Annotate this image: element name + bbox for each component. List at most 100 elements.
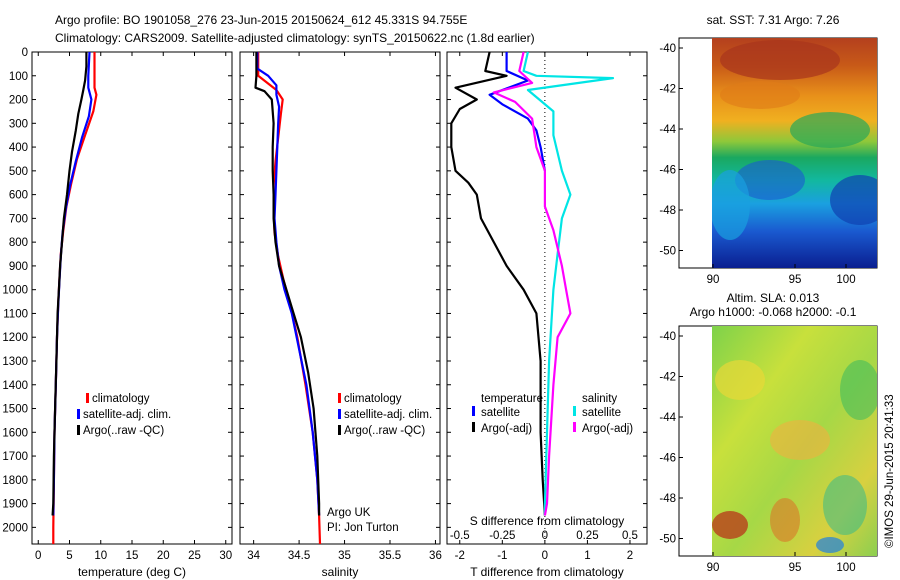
map-y-tick-label: -44 <box>659 412 676 424</box>
y-tick-label: 1600 <box>2 427 28 439</box>
map-x-tick-label: 100 <box>836 274 855 286</box>
profile-plots: 0100200300400500600700800900100011001200… <box>2 47 647 562</box>
y-tick-label: 1000 <box>2 285 28 297</box>
difference-xlabel: T difference from climatology <box>470 565 624 579</box>
series-line-argo-raw-qc <box>254 52 321 516</box>
y-tick-label: 300 <box>9 118 28 130</box>
x-tick-label: 0 <box>35 550 41 562</box>
map-x-tick-label: 90 <box>707 274 720 286</box>
map-y-tick-label: -48 <box>659 493 676 505</box>
map-y-tick-label: -44 <box>659 124 676 136</box>
legend-swatch-s-satellite <box>573 406 576 416</box>
difference-panel <box>446 51 648 545</box>
y-tick-label: 400 <box>9 142 28 154</box>
sst-warm-patch <box>720 40 840 80</box>
legend-title-temperature: temperature <box>481 393 543 405</box>
series-line-salinity-satellite <box>522 51 615 516</box>
x-tick-label: -2 <box>455 550 465 562</box>
legend-swatch-climatology <box>338 393 341 403</box>
legend-label: Argo(..raw -QC) <box>83 425 164 437</box>
y-tick-label: 800 <box>9 237 28 249</box>
map-y-tick-label: -50 <box>659 534 676 546</box>
y-tick-label: 200 <box>9 95 28 107</box>
y-tick-label: 600 <box>9 190 28 202</box>
series-line-satellite-adj-clim <box>256 52 321 516</box>
x-tick-label: 36 <box>429 550 442 562</box>
legend-swatch-argo <box>77 425 80 435</box>
map-y-tick-label: -48 <box>659 205 676 217</box>
series-line-temperature-argo-adj <box>450 51 546 516</box>
legend-label: climatology <box>344 393 402 405</box>
legend-swatch-satellite <box>338 409 341 419</box>
sla-map-subtitle: Argo h1000: -0.068 h2000: -0.1 <box>690 305 857 319</box>
map-x-tick-label: 90 <box>707 562 720 574</box>
y-tick-label: 100 <box>9 71 28 83</box>
x-tick-label: 34.5 <box>288 550 310 562</box>
y-tick-label: 900 <box>9 261 28 273</box>
x-tick-label: 35 <box>338 550 351 562</box>
map-y-tick-label: -42 <box>659 84 676 96</box>
x-tick-label: 2 <box>627 550 633 562</box>
sla-patch <box>816 537 844 553</box>
legend-label: Argo(-adj) <box>481 423 532 435</box>
sst-warm-patch <box>720 81 800 109</box>
x-tick-label: 1 <box>584 550 590 562</box>
legend-label: Argo(-adj) <box>582 423 633 435</box>
x-tick-label: 34 <box>247 550 260 562</box>
legend-swatch-t-argo <box>472 422 475 432</box>
sla-patch <box>712 511 748 539</box>
argo-credit: Argo UK <box>327 507 371 519</box>
y-tick-label: 1800 <box>2 475 28 487</box>
salinity-panel <box>239 51 441 545</box>
salinity-legend: climatology satellite-adj. clim. Argo(..… <box>338 393 432 437</box>
x-tick-label: 30 <box>219 550 232 562</box>
s-tick-label: 0.5 <box>622 530 638 542</box>
sst-map-title: sat. SST: 7.31 Argo: 7.26 <box>707 13 840 27</box>
s-difference-label: S difference from climatology <box>470 514 625 528</box>
y-tick-label: 1400 <box>2 380 28 392</box>
map-y-tick-label: -40 <box>659 43 676 55</box>
sst-map: sat. SST: 7.31 Argo: 7.26 90 95 100 -40 -42 -… <box>659 13 878 286</box>
salinity-xlabel: salinity <box>322 565 359 579</box>
map-y-tick-label: -46 <box>659 165 676 177</box>
temperature-legend: climatology satellite-adj. clim. Argo(..… <box>77 393 171 437</box>
series-line-argo-raw-qc <box>51 52 88 516</box>
difference-legend: temperature salinity satellite Argo(-adj… <box>472 393 633 435</box>
map-y-tick-label: -50 <box>659 246 676 258</box>
y-tick-label: 700 <box>9 213 28 225</box>
map-x-tick-label: 95 <box>789 562 802 574</box>
legend-label: satellite <box>481 407 520 419</box>
sla-patch <box>770 420 830 460</box>
legend-swatch-t-satellite <box>472 406 475 416</box>
legend-swatch-argo <box>338 425 341 435</box>
s-tick-label: 0.25 <box>576 530 598 542</box>
pi-credit: PI: Jon Turton <box>327 522 399 534</box>
x-tick-label: 25 <box>188 550 201 562</box>
y-tick-label: 1500 <box>2 404 28 416</box>
figure-title-line2: Climatology: CARS2009. Satellite-adjuste… <box>55 31 535 45</box>
sst-cold-patch <box>735 160 805 200</box>
y-tick-label: 1900 <box>2 499 28 511</box>
map-y-tick-label: -46 <box>659 453 676 465</box>
x-tick-label: 20 <box>157 550 170 562</box>
sst-cold-patch <box>830 175 877 225</box>
y-tick-label: 1200 <box>2 332 28 344</box>
y-tick-label: 500 <box>9 166 28 178</box>
map-y-tick-label: -40 <box>659 331 676 343</box>
series-line-salinity-argo-adj <box>492 51 572 516</box>
sla-patch <box>823 475 867 535</box>
x-tick-label: 10 <box>94 550 107 562</box>
figure-title-line1: Argo profile: BO 1901058_276 23-Jun-2015… <box>55 13 467 27</box>
x-tick-label: 15 <box>126 550 139 562</box>
y-tick-label: 1300 <box>2 356 28 368</box>
legend-label: satellite-adj. clim. <box>344 409 432 421</box>
series-line-temperature-satellite <box>488 52 546 171</box>
map-y-tick-label: -42 <box>659 372 676 384</box>
temperature-xlabel: temperature (deg C) <box>78 565 186 579</box>
x-tick-label: -1 <box>497 550 507 562</box>
y-tick-label: 1100 <box>3 308 28 320</box>
x-tick-label: 5 <box>66 550 72 562</box>
y-tick-label: 2000 <box>2 522 28 534</box>
map-x-tick-label: 100 <box>836 562 855 574</box>
